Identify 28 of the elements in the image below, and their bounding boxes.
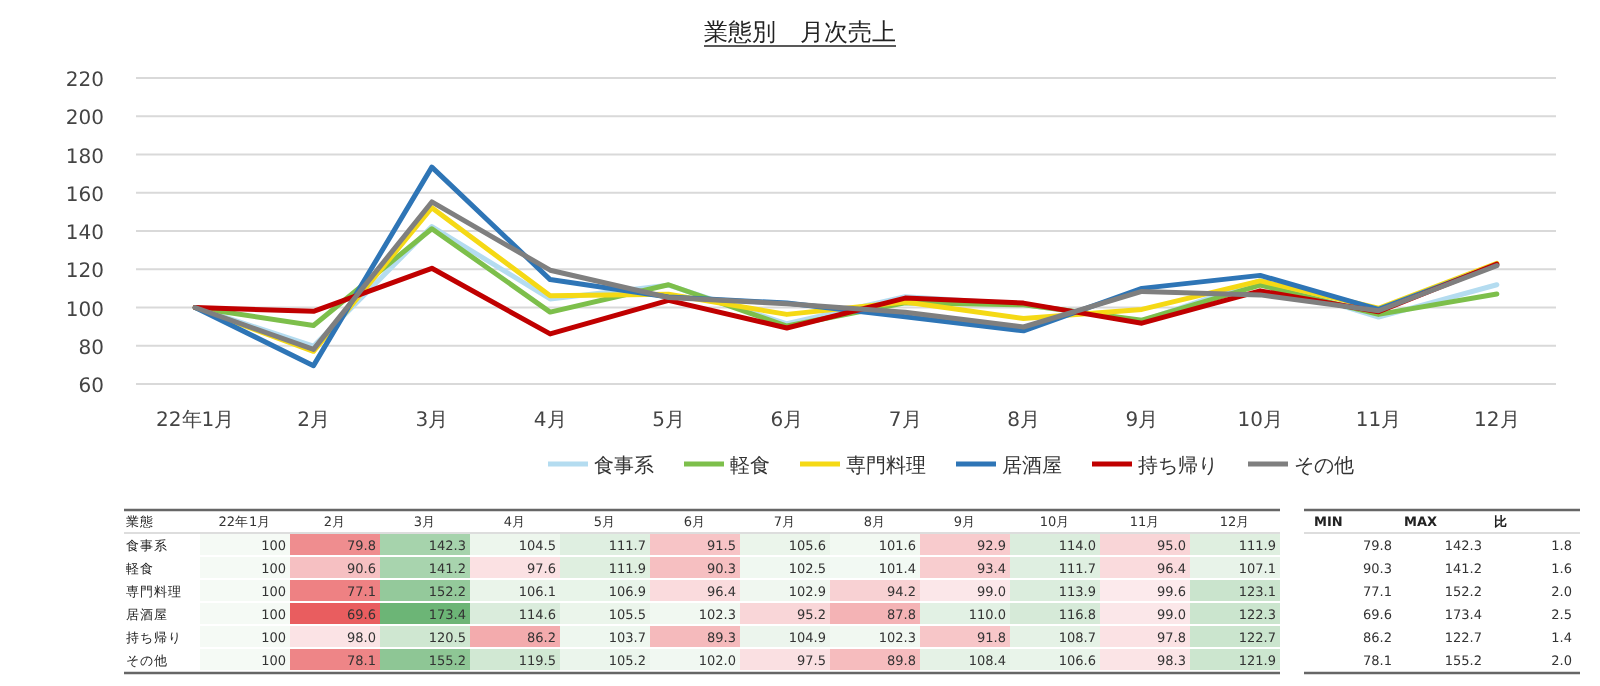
- legend-label: 居酒屋: [1002, 454, 1062, 478]
- chart-title: 業態別 月次売上: [704, 18, 896, 46]
- x-tick-label: 10月: [1237, 410, 1283, 432]
- legend-label: 専門料理: [846, 454, 926, 478]
- legend-label: 持ち帰り: [1138, 454, 1218, 478]
- x-tick-label: 2月: [297, 410, 330, 432]
- x-tick-label: 5月: [652, 410, 685, 432]
- y-tick-label: 200: [65, 108, 104, 131]
- x-tick-label: 8月: [1007, 410, 1040, 432]
- y-tick-label: 220: [65, 70, 104, 92]
- legend-label: 軽食: [730, 454, 770, 478]
- x-tick-label: 9月: [1125, 410, 1159, 432]
- x-tick-label: 3月: [415, 410, 449, 432]
- y-tick-label: 80: [78, 337, 104, 360]
- x-tick-label: 4月: [533, 410, 567, 432]
- y-tick-label: 160: [65, 184, 104, 207]
- y-tick-label: 100: [65, 299, 104, 322]
- x-tick-label: 11月: [1355, 410, 1402, 432]
- y-tick-label: 60: [78, 376, 104, 398]
- x-tick-label: 22年1月: [156, 408, 235, 432]
- y-tick-label: 140: [65, 223, 104, 245]
- legend-label: 食事系: [594, 454, 654, 478]
- x-tick-label: 12月: [1474, 410, 1520, 432]
- legend-label: その他: [1294, 454, 1354, 478]
- y-tick-label: 120: [65, 261, 104, 284]
- x-tick-label: 6月: [770, 410, 804, 432]
- x-tick-label: 7月: [888, 410, 922, 432]
- y-tick-label: 180: [65, 146, 104, 169]
